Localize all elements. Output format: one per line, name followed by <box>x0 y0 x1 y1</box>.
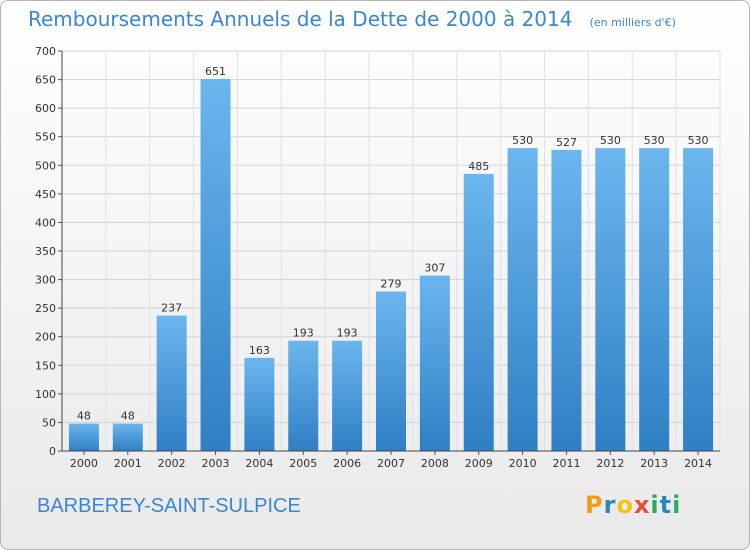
brand-letter: P <box>585 491 604 519</box>
y-tick-label: 0 <box>49 445 56 458</box>
bar-2008 <box>419 275 450 451</box>
chart-unit: (en milliers d'€) <box>589 16 676 29</box>
bar-2009 <box>463 173 494 451</box>
brand-letter: i <box>650 491 660 519</box>
y-tick-label: 700 <box>35 45 56 58</box>
brand-letter: i <box>672 491 682 519</box>
bar-2011 <box>551 149 582 451</box>
x-tick-label: 2005 <box>289 457 317 470</box>
bar-value-label: 307 <box>424 262 445 275</box>
y-tick-label: 450 <box>35 188 56 201</box>
bar-value-label: 651 <box>205 65 226 78</box>
chart-title: Remboursements Annuels de la Dette de 20… <box>28 7 573 31</box>
bar-2004 <box>244 357 275 451</box>
x-tick-label: 2003 <box>202 457 230 470</box>
x-tick-label: 2010 <box>509 457 537 470</box>
bar-2013 <box>639 148 670 451</box>
y-tick-label: 600 <box>35 102 56 115</box>
bar-value-label: 530 <box>644 134 665 147</box>
x-tick-label: 2014 <box>684 457 712 470</box>
bar-2002 <box>156 315 187 451</box>
x-tick-label: 2008 <box>421 457 449 470</box>
x-tick-label: 2000 <box>70 457 98 470</box>
bar-value-label: 527 <box>556 136 577 149</box>
bar-2001 <box>112 423 143 451</box>
brand-letter: t <box>659 491 673 519</box>
x-tick-label: 2011 <box>552 457 580 470</box>
title-row: Remboursements Annuels de la Dette de 20… <box>28 7 676 31</box>
y-tick-label: 100 <box>35 388 56 401</box>
x-tick-label: 2004 <box>245 457 273 470</box>
bar-value-label: 163 <box>249 344 270 357</box>
bar-2012 <box>595 148 626 451</box>
bar-value-label: 193 <box>293 327 314 340</box>
bar-chart: 48 48 237 651 163 193 193 279 307 485 530 527 530 530… <box>35 45 721 470</box>
x-tick-label: 2006 <box>333 457 361 470</box>
brand-letter: r <box>603 491 617 519</box>
x-tick-label: 2001 <box>114 457 142 470</box>
y-tick-label: 300 <box>35 274 56 287</box>
bar-2006 <box>332 340 363 451</box>
bar-value-label: 530 <box>512 134 533 147</box>
bar-value-label: 237 <box>161 302 182 315</box>
bar-value-label: 48 <box>77 410 91 423</box>
brand-letter: x <box>633 491 651 519</box>
town-name: BARBEREY-SAINT-SULPICE <box>37 495 301 517</box>
bar-2010 <box>507 148 538 451</box>
y-tick-label: 200 <box>35 331 56 344</box>
y-tick-label: 500 <box>35 159 56 172</box>
bar-value-label: 530 <box>688 134 709 147</box>
bars: 48 48 237 651 163 193 193 279 307 485 530 527 530 530… <box>68 65 714 451</box>
y-tick-label: 550 <box>35 131 56 144</box>
bar-2005 <box>288 340 319 451</box>
brand-letter: o <box>616 491 634 519</box>
bar-value-label: 193 <box>337 327 358 340</box>
y-tick-label: 250 <box>35 302 56 315</box>
bar-value-label: 48 <box>121 410 135 423</box>
x-tick-label: 2009 <box>465 457 493 470</box>
y-tick-label: 400 <box>35 216 56 229</box>
y-tick-label: 350 <box>35 245 56 258</box>
x-tick-label: 2007 <box>377 457 405 470</box>
y-tick-label: 650 <box>35 74 56 87</box>
bar-2007 <box>376 291 406 451</box>
bar-2003 <box>200 79 231 451</box>
y-tick-label: 150 <box>35 359 56 372</box>
bar-value-label: 279 <box>381 278 402 291</box>
x-tick-label: 2012 <box>596 457 624 470</box>
x-tick-label: 2002 <box>158 457 186 470</box>
bar-2014 <box>683 148 714 451</box>
bar-2000 <box>68 423 99 451</box>
brand-logo: Proxiti <box>585 491 681 519</box>
x-tick-label: 2013 <box>640 457 668 470</box>
bar-value-label: 530 <box>600 134 621 147</box>
y-tick-label: 50 <box>42 416 56 429</box>
bar-value-label: 485 <box>468 160 489 173</box>
axes: 0 50 100 150 200 250 300 350 400 450 500 550 600 650 7… <box>35 45 720 470</box>
